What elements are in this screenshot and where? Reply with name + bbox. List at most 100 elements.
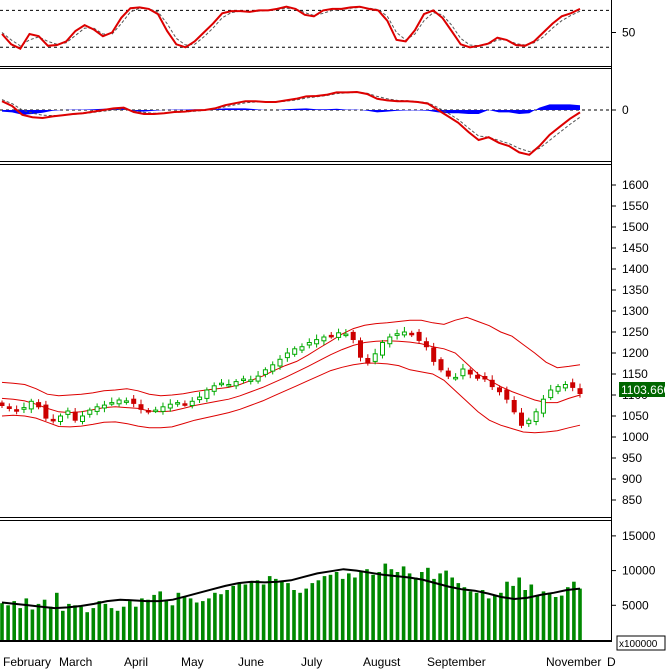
candle-body [570,382,576,388]
y-tick-label: 1400 [622,262,649,276]
last-price-label: 1103.660 [621,383,667,397]
candle-body [438,359,444,371]
volume-bar [261,584,266,640]
macd-main-line [1,90,581,156]
candle-body [138,404,144,410]
volume-bar [426,567,430,640]
volume-bar [456,583,461,640]
volume-bar [36,603,41,640]
y-tick-label: 1500 [622,220,649,234]
volume-bar [535,595,540,640]
oscillator-main-line [1,5,581,50]
month-label: November [546,655,601,669]
volume-bar [383,563,388,640]
y-tick-label: 50 [622,26,636,40]
candle-body [36,402,42,408]
volume-bar [18,608,22,640]
price-panel [0,316,583,434]
volume-bar [140,598,144,640]
volume-moving-average [1,568,581,610]
y-tick-label: 1350 [622,283,649,297]
volume-bar [499,592,503,640]
candle-body [80,415,85,422]
volume-bar [541,591,546,640]
y-tick-label: 5000 [622,598,649,612]
volume-bar [553,597,558,640]
candle-body [50,418,56,422]
volume-bar [243,584,248,640]
candle-body [72,411,78,421]
volume-bar [91,608,96,640]
volume-bar [559,595,564,640]
oscillator-signal-line [1,6,581,47]
candle-body [489,379,495,388]
volume-bar [353,577,357,640]
volume-bar [578,588,582,640]
candle-body [526,419,532,425]
candle-body [321,336,327,342]
volume-bar [103,603,108,640]
macd-signal-line [1,91,581,153]
month-label: May [181,655,204,669]
volume-bar [6,605,10,640]
candle-body [14,409,20,412]
bollinger-middle-band [1,340,581,414]
candle-body [497,387,502,393]
volume-bar [146,599,150,640]
volume-bar [529,584,534,640]
y-tick-label: 1000 [622,430,649,444]
volume-bar [225,590,229,640]
volume-bar [115,610,120,640]
volume-bar [359,570,363,640]
macd-histogram [2,104,580,115]
volume-bar [134,606,138,640]
volume-bar [128,601,132,640]
volume-bar [231,585,235,640]
volume-bar [474,592,479,640]
volume-bar [24,598,29,640]
volume-bar [109,608,114,640]
candle-body [504,389,510,400]
y-tick-label: 0 [622,103,629,117]
volume-bar [462,587,467,640]
volume-bar [48,606,53,640]
candle-body [262,369,268,375]
volume-bar [55,592,59,640]
volume-bar [450,577,454,640]
y-tick-label: 850 [622,493,642,507]
candle-body [416,331,422,341]
volume-bar [152,594,156,640]
candle-body [43,404,49,419]
y-tick-label: 15000 [622,529,656,543]
candle-body [175,402,181,405]
month-label: July [301,655,322,669]
volume-bar [170,605,175,640]
month-label: February [3,655,51,669]
volume-bar [420,572,424,640]
candle-body [445,370,451,377]
candle-body [431,347,437,362]
candle-body [292,348,298,355]
volume-bar [121,606,126,640]
candle-body [577,388,583,395]
volume-bar [201,601,205,640]
candle-body [343,333,349,337]
volume-bar [493,595,497,640]
candle-body [0,402,5,406]
volume-bar [194,602,199,640]
candle-body [153,409,159,413]
candle-body [533,411,539,422]
y-tick-label: 1150 [622,367,648,381]
volume-bar [280,581,284,640]
volume-bar [566,587,570,640]
volume-bar [334,572,339,640]
volume-bar [407,573,412,640]
bollinger-upper-band [1,316,581,397]
volume-bar [176,592,181,640]
candle-body [409,332,415,336]
candle-body [299,346,305,351]
volume-unit-box: x100000 [616,635,666,651]
volume-bar [85,612,89,640]
candle-body [255,375,261,382]
candle-body [284,352,290,359]
